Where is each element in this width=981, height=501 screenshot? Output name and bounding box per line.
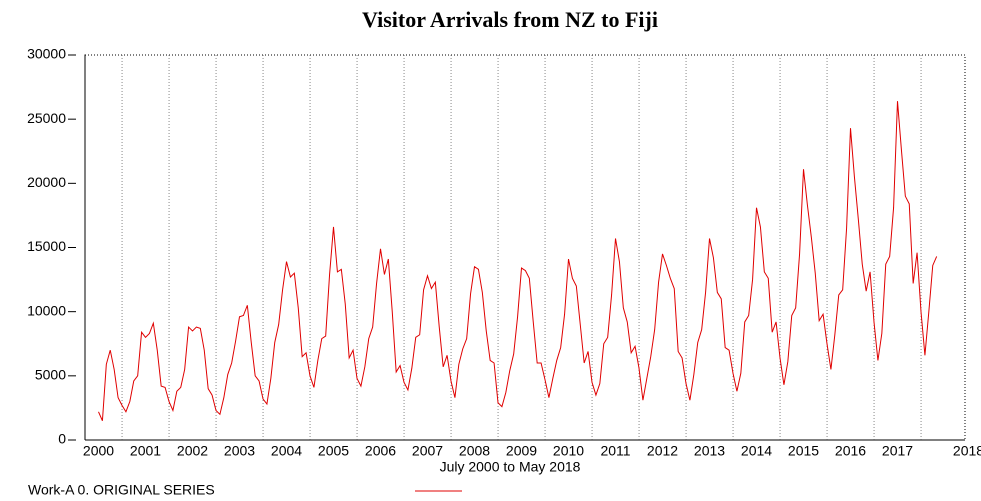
- y-tick-label: 20000: [27, 174, 66, 190]
- x-tick-label: 2011: [600, 443, 630, 459]
- x-tick-label: 2012: [647, 443, 678, 459]
- y-tick-label: 15000: [27, 238, 66, 254]
- x-tick-label: 2013: [694, 443, 725, 459]
- y-tick-label: 25000: [27, 110, 66, 126]
- x-tick-label: 2001: [130, 443, 161, 459]
- x-tick-label: 2003: [224, 443, 255, 459]
- plot-frame: [84, 54, 966, 441]
- x-tick-label: 2010: [553, 443, 584, 459]
- chart-title: Visitor Arrivals from NZ to Fiji: [362, 7, 658, 32]
- x-tick-label: 2009: [506, 443, 537, 459]
- series-line: [98, 101, 938, 421]
- x-tick-label: 2014: [741, 443, 772, 459]
- x-tick-label: 2004: [271, 443, 302, 459]
- x-tick-label: 2008: [459, 443, 490, 459]
- x-tick-label: 2017: [882, 443, 913, 459]
- x-tick-label: 2002: [177, 443, 208, 459]
- y-tick-label: 0: [58, 431, 66, 447]
- x-tick-label: 2005: [318, 443, 349, 459]
- y-tick-label: 10000: [27, 302, 66, 318]
- x-tick-label: 2006: [365, 443, 396, 459]
- x-tick-label: 2015: [788, 443, 819, 459]
- x-tick-label: 2007: [412, 443, 443, 459]
- y-tick-label: 30000: [27, 46, 66, 62]
- x-tick-label: 2000: [83, 443, 114, 459]
- x-tick-label: 2018: [953, 443, 981, 459]
- x-axis-label: July 2000 to May 2018: [440, 459, 581, 475]
- x-tick-label: 2016: [835, 443, 866, 459]
- y-tick-label: 5000: [35, 367, 66, 383]
- legend-label: Work-A 0. ORIGINAL SERIES: [28, 482, 215, 498]
